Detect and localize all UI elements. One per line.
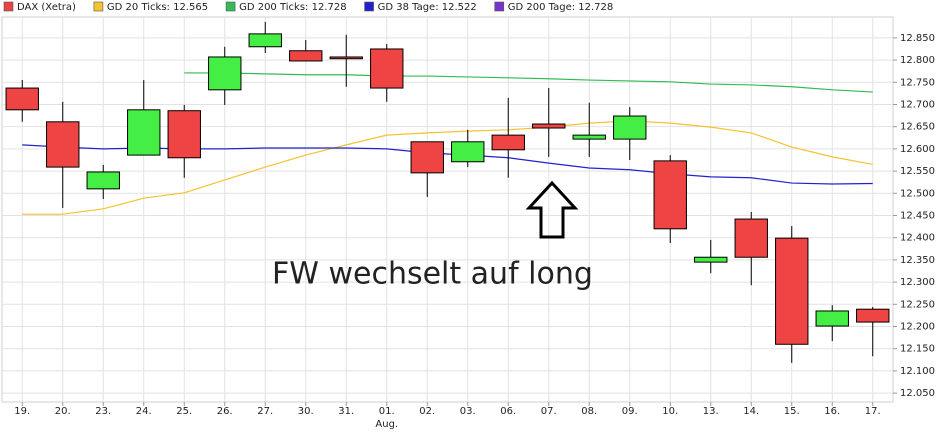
legend-label: GD 200 Tage: 12.728 (508, 2, 614, 13)
annotation: FW wechselt auf long (272, 257, 593, 292)
candle-body (572, 134, 606, 140)
legend-swatch (364, 1, 374, 12)
x-tick-label: 01. (379, 406, 395, 417)
y-tick-label: 12.450 (900, 210, 935, 221)
legend-swatch (93, 1, 104, 12)
x-tick-label: 20. (55, 406, 71, 417)
y-tick-label: 12.500 (900, 188, 935, 199)
x-tick-label: 14. (743, 406, 759, 417)
x-tick-label: 13. (703, 406, 719, 417)
candle-body (532, 123, 566, 129)
candle-body (248, 33, 282, 48)
candle-body (86, 171, 120, 190)
x-tick-label: 07. (541, 406, 557, 417)
x-tick-label: 06. (500, 406, 516, 417)
x-tick-label: 19. (14, 406, 30, 417)
candle-body (289, 50, 323, 62)
x-tick-label: 24. (136, 406, 152, 417)
marks (5, 21, 890, 363)
legend-label: GD 38 Tage: 12.522 (378, 2, 477, 13)
candle-body (46, 121, 80, 168)
candle-body (653, 160, 687, 230)
x-tick-label: 10. (662, 406, 678, 417)
legend-label: GD 20 Ticks: 12.565 (107, 2, 208, 13)
y-tick-label: 12.400 (900, 233, 935, 244)
candle-body (613, 115, 647, 140)
x-tick-label: 16. (824, 406, 840, 417)
candle-body (491, 134, 525, 151)
candle-body (694, 256, 728, 263)
candle-body (5, 87, 39, 111)
legend-label: GD 200 Ticks: 12.728 (239, 2, 347, 13)
y-tick-label: 12.200 (900, 322, 935, 333)
y-tick-label: 12.850 (900, 33, 935, 44)
y-tick-label: 12.100 (900, 366, 935, 377)
x-tick-label: 31. (338, 406, 354, 417)
candle-body (734, 218, 768, 258)
y-tick-label: 12.600 (900, 144, 935, 155)
candle-body (856, 308, 890, 323)
y-tick-label: 12.300 (900, 277, 935, 288)
legend-swatch (225, 1, 236, 12)
candle-body (167, 110, 201, 159)
legend: DAX (Xetra) GD 20 Ticks: 12.565 GD 200 Tic… (3, 1, 614, 13)
candle-body (451, 141, 485, 163)
plot-area (1, 16, 894, 403)
x-tick-label: 23. (95, 406, 111, 417)
x-tick-label: 15. (784, 406, 800, 417)
candle-body (127, 109, 161, 156)
grid (2, 17, 897, 406)
y-tick-label: 12.550 (900, 166, 935, 177)
y-tick-label: 12.050 (900, 388, 935, 399)
x-tick-label: 25. (176, 406, 192, 417)
line-series (22, 144, 873, 185)
y-tick-label: 12.150 (900, 344, 935, 355)
candle-body (370, 48, 404, 89)
candle-body (410, 141, 444, 174)
x-tick-label: 03. (460, 406, 476, 417)
y-tick-label: 12.700 (900, 99, 935, 110)
legend-label: DAX (Xetra) (17, 2, 76, 13)
y-tick-label: 12.650 (900, 122, 935, 133)
candle-body (815, 310, 849, 327)
x-tick-label: 17. (865, 406, 881, 417)
y-tick-label: 12.750 (900, 77, 935, 88)
line-series (22, 120, 873, 215)
x-tick-label: 30. (298, 406, 314, 417)
x-tick-label: 26. (217, 406, 233, 417)
arrow-up (525, 180, 579, 239)
candle-body (775, 237, 809, 345)
x-tick-label: 27. (257, 406, 273, 417)
candle-body (208, 56, 242, 91)
legend-swatch (494, 1, 505, 12)
x-tick-label: 02. (419, 406, 435, 417)
legend-swatch (3, 1, 14, 12)
x-sublabel: Aug. (375, 419, 398, 430)
line-series (184, 72, 873, 93)
x-tick-label: 08. (581, 406, 597, 417)
y-tick-label: 12.800 (900, 55, 935, 66)
y-tick-label: 12.350 (900, 255, 935, 266)
y-tick-label: 12.250 (900, 299, 935, 310)
x-tick-label: 09. (622, 406, 638, 417)
candle-body (329, 56, 363, 60)
